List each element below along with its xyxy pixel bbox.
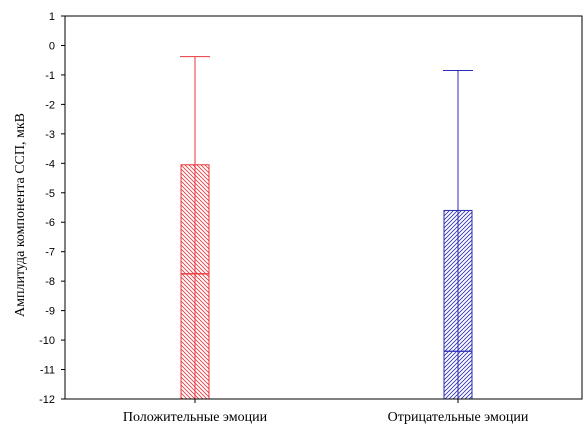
plot-marks <box>180 56 473 400</box>
y-tick-label: -7 <box>45 247 55 259</box>
axes: 1 0 -1 -2 -3 -4 -5 -6 -7 -8 -9 -10 -11 -12 Положительн… <box>39 11 583 424</box>
y-tick-label: 0 <box>49 40 55 52</box>
y-tick-label: -12 <box>39 394 55 406</box>
y-tick-label: 1 <box>49 11 55 23</box>
y-tick-label: -5 <box>45 188 55 200</box>
x-tick-label: Отрицательные эмоции <box>388 410 529 424</box>
y-tick-label: -6 <box>45 217 55 229</box>
y-tick-label: -8 <box>45 276 55 288</box>
y-tick-label: -3 <box>45 129 55 141</box>
plot-frame <box>64 15 583 400</box>
y-tick-label: -1 <box>45 70 55 82</box>
y-tick-label: -10 <box>39 335 55 347</box>
y-tick-label: -4 <box>45 158 55 170</box>
y-tick-label: -2 <box>45 99 55 111</box>
y-tick-label: -9 <box>45 306 55 318</box>
y-axis-title: Амплитуда компонента ССП, мкВ <box>13 113 28 317</box>
y-tick-label: -11 <box>40 365 55 377</box>
x-tick-label: Положительные эмоции <box>123 410 268 424</box>
